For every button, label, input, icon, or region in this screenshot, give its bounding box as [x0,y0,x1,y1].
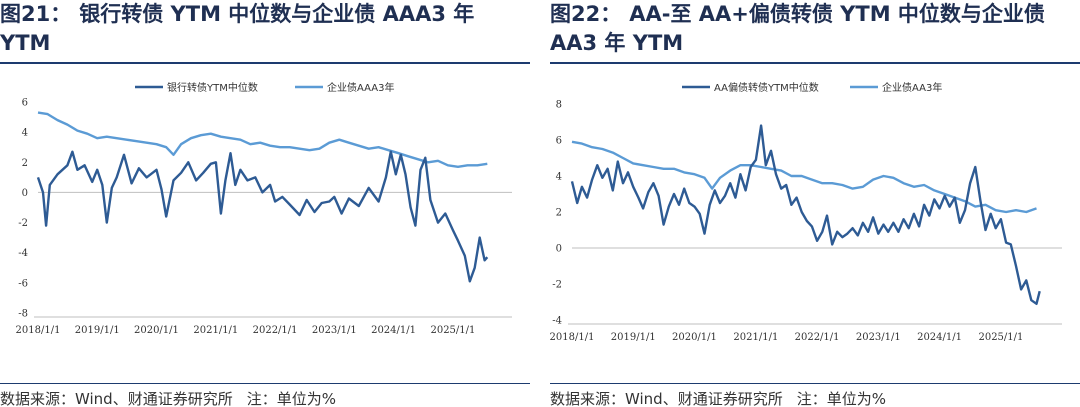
unit-note: 注：单位为% [796,390,886,407]
series-line-corporate-bond-ytm [37,111,488,168]
x-tick-label: 2019/1/1 [611,332,656,343]
y-tick-label: -6 [18,278,28,289]
legend-label: 企业债AAA3年 [327,81,394,94]
y-tick-label: 2 [22,158,28,169]
x-tick-label: 2025/1/1 [978,332,1023,343]
x-tick-label: 2022/1/1 [253,325,298,336]
y-tick-label: 0 [22,188,28,199]
source-line: 数据来源：Wind、财通证券研究所 注：单位为% [550,388,886,407]
source-line: 数据来源：Wind、财通证券研究所 注：单位为% [0,388,336,407]
source-rule [550,383,1080,384]
x-tick-label: 2025/1/1 [430,325,475,336]
line-chart-22: AA偏债转债YTM中位数 企业债AA3年 8 6 4 2 0 -2 -4 2018/1/1 2019… [550,81,1062,343]
y-tick-label: 4 [556,172,562,183]
legend-label: 企业债AA3年 [882,81,942,94]
x-tick-label: 2023/1/1 [312,325,357,336]
figure-title-text: 银行转债 YTM 中位数与企业债 AAA3 年 YTM [0,2,475,55]
x-tick-label: 2024/1/1 [371,325,416,336]
y-tick-label: 6 [22,98,28,109]
chart-frame: 银行转债YTM中位数 企业债AAA3年 6 4 2 0 -2 -4 -6 -8 2018/1/1 20… [0,64,530,383]
x-tick-label: 2024/1/1 [917,332,962,343]
chart-frame: AA偏债转债YTM中位数 企业债AA3年 8 6 4 2 0 -2 -4 2018/1/1 2019… [550,64,1080,383]
title-rule [550,62,1080,64]
x-tick-label: 2023/1/1 [856,332,901,343]
series-line-corporate-bond-ytm [571,140,1037,214]
legend-label: 银行转债YTM中位数 [167,81,258,94]
y-tick-label: 8 [556,100,562,111]
y-tick-label: -8 [18,309,28,320]
y-tick-label: -4 [552,316,562,327]
x-tick-label: 2021/1/1 [193,325,238,336]
source-note: 数据来源：Wind、财通证券研究所 [550,390,783,407]
y-tick-label: 0 [556,244,562,255]
series-line-convertible-ytm [36,150,489,283]
line-chart-21: 银行转债YTM中位数 企业债AAA3年 6 4 2 0 -2 -4 -6 -8 2018/1/1 20… [16,81,512,336]
y-tick-label: -4 [18,248,28,259]
y-tick-label: 2 [556,208,562,219]
y-tick-label: 4 [22,128,28,139]
figure-title-text: AA-至 AA+偏债转债 YTM 中位数与企业债 AA3 年 YTM [550,2,1045,55]
figure-title-21: 图21： 银行转债 YTM 中位数与企业债 AAA3 年 YTM [0,0,530,58]
x-tick-label: 2020/1/1 [672,332,717,343]
figure-number: 图22： [550,2,622,26]
series-line-convertible-ytm [570,124,1041,305]
y-tick-label: -2 [552,280,562,291]
unit-note: 注：单位为% [246,390,336,407]
y-tick-label: 6 [556,136,562,147]
x-tick-label: 2022/1/1 [795,332,840,343]
x-tick-label: 2018/1/1 [550,332,594,343]
x-tick-label: 2021/1/1 [733,332,778,343]
y-tick-label: -2 [18,218,28,229]
title-rule [0,62,530,64]
x-tick-label: 2020/1/1 [134,325,179,336]
x-tick-label: 2018/1/1 [16,325,61,336]
source-rule [0,383,530,384]
source-note: 数据来源：Wind、财通证券研究所 [0,390,233,407]
legend-label: AA偏债转债YTM中位数 [714,81,819,94]
figure-number: 图21： [0,2,72,26]
x-tick-label: 2019/1/1 [75,325,120,336]
figure-title-22: 图22： AA-至 AA+偏债转债 YTM 中位数与企业债 AA3 年 YTM [550,0,1080,58]
